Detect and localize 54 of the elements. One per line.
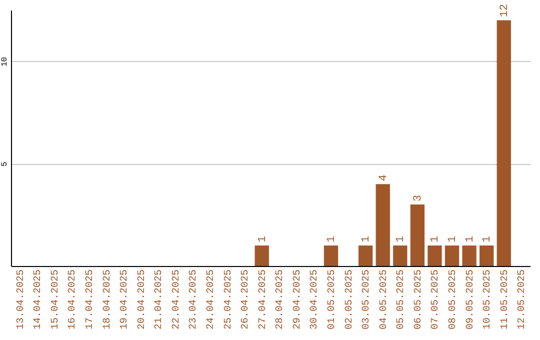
x-tick-label: 05.05.2025 bbox=[396, 270, 408, 330]
data-label: 1 bbox=[430, 236, 442, 243]
x-tick-label: 16.04.2025 bbox=[68, 270, 79, 330]
bar bbox=[393, 246, 408, 266]
bar bbox=[462, 246, 476, 266]
x-tick-label: 08.05.2025 bbox=[448, 270, 460, 330]
data-label: 1 bbox=[482, 236, 494, 243]
bar bbox=[428, 246, 442, 266]
x-tick-label: 29.04.2025 bbox=[292, 270, 304, 330]
data-label: 1 bbox=[360, 236, 373, 243]
bar bbox=[444, 246, 460, 266]
x-tick-label: 06.05.2025 bbox=[413, 270, 424, 330]
data-label: 1 bbox=[447, 236, 460, 243]
x-tick-label: 22.04.2025 bbox=[171, 270, 182, 330]
data-label: 1 bbox=[395, 236, 408, 243]
bar bbox=[376, 184, 390, 266]
data-label: 1 bbox=[326, 236, 338, 243]
x-tick-label: 21.04.2025 bbox=[154, 270, 166, 330]
data-label: 1 bbox=[464, 236, 476, 243]
x-tick-label: 18.04.2025 bbox=[102, 270, 114, 330]
x-tick-label: 28.04.2025 bbox=[275, 270, 286, 330]
x-tick-label: 14.04.2025 bbox=[33, 270, 44, 330]
x-tick-label: 11.05.2025 bbox=[500, 270, 511, 330]
bar bbox=[358, 246, 373, 266]
x-tick-label: 17.04.2025 bbox=[84, 270, 96, 330]
y-tick-label: 10 bbox=[0, 56, 10, 67]
x-tick-label: 10.05.2025 bbox=[482, 270, 494, 330]
data-label: 4 bbox=[378, 174, 390, 182]
data-label: 1 bbox=[256, 236, 269, 243]
x-tick-label: 23.04.2025 bbox=[188, 270, 200, 330]
x-tick-label: 09.05.2025 bbox=[465, 270, 476, 330]
x-tick-label: 02.05.2025 bbox=[344, 270, 356, 330]
x-tick-label: 27.04.2025 bbox=[258, 270, 269, 330]
x-tick-label: 30.04.2025 bbox=[310, 270, 321, 330]
bar bbox=[480, 246, 494, 266]
x-tick-label: 25.04.2025 bbox=[223, 270, 234, 330]
x-tick-label: 03.05.2025 bbox=[362, 270, 373, 330]
data-label: 12 bbox=[498, 4, 511, 18]
x-tick-label: 01.05.2025 bbox=[327, 270, 338, 330]
bar bbox=[496, 20, 511, 266]
x-tick-label: 26.04.2025 bbox=[240, 270, 252, 330]
x-tick-label: 20.04.2025 bbox=[136, 270, 148, 330]
x-tick-label: 19.04.2025 bbox=[120, 270, 131, 330]
x-tick-label: 24.04.2025 bbox=[206, 270, 217, 330]
bar bbox=[254, 246, 269, 266]
data-label: 3 bbox=[412, 194, 424, 202]
x-tick-label: 04.05.2025 bbox=[378, 270, 390, 330]
y-tick-label: 5 bbox=[0, 162, 10, 167]
bar bbox=[410, 204, 425, 266]
bar bbox=[324, 246, 338, 266]
x-tick-label: 13.04.2025 bbox=[16, 270, 27, 330]
x-tick-label: 15.04.2025 bbox=[50, 270, 62, 330]
x-tick-label: 07.05.2025 bbox=[430, 270, 442, 330]
x-tick-label: 12.05.2025 bbox=[517, 270, 528, 330]
